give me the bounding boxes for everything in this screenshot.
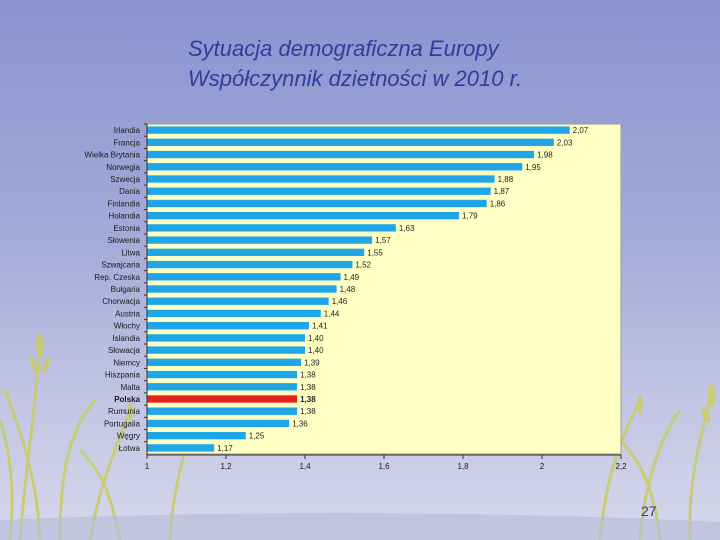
- bar-24: [147, 419, 290, 428]
- bar-17: [147, 334, 305, 342]
- title-line-1: Sytuacja demograficzna Europy: [188, 36, 499, 61]
- category-label-5: Dania: [119, 187, 140, 196]
- category-label-6: Finlandia: [108, 199, 141, 208]
- value-label-8: 1,63: [399, 224, 415, 233]
- value-label-21: 1,38: [300, 383, 316, 392]
- value-label-18: 1,40: [308, 346, 324, 355]
- value-label-2: 1,98: [537, 151, 553, 160]
- value-label-0: 2,07: [573, 126, 589, 135]
- value-label-5: 1,87: [494, 187, 510, 196]
- value-label-12: 1,49: [344, 273, 360, 282]
- bar-11: [147, 260, 353, 269]
- x-tick-label-1: 1,2: [220, 462, 232, 471]
- bars-layer: 2,072,03 1,98 1,95 1,88 1,87 1,86 1,79 1,63 1,57…: [147, 126, 589, 453]
- value-label-23: 1,38: [300, 407, 316, 416]
- x-tick-label-2: 1,4: [299, 462, 311, 471]
- bar-5: [147, 187, 491, 195]
- category-label-20: Hiszpania: [105, 371, 141, 380]
- value-label-14: 1,46: [332, 297, 348, 306]
- category-label-22: Polska: [114, 395, 140, 404]
- value-label-10: 1,55: [367, 248, 383, 257]
- category-label-2: Wielka Brytania: [84, 151, 140, 160]
- category-label-4: Szwecja: [110, 175, 140, 184]
- category-label-7: Holandia: [108, 212, 140, 221]
- value-label-4: 1,88: [498, 175, 514, 184]
- bar-4: [147, 175, 495, 183]
- category-label-15: Austria: [115, 309, 140, 318]
- bar-23: [147, 407, 298, 415]
- category-label-0: Irlandia: [114, 126, 141, 135]
- bar-21: [147, 383, 298, 391]
- category-label-17: Islandia: [112, 334, 140, 343]
- value-label-19: 1,39: [304, 358, 320, 367]
- title-line-2: Współczynnik dzietności w 2010 r.: [188, 66, 523, 91]
- value-label-11: 1,52: [355, 261, 371, 270]
- x-tick-label-6: 2,2: [615, 462, 627, 471]
- bar-6: [147, 199, 487, 208]
- category-label-13: Bułgaria: [111, 285, 141, 294]
- category-label-3: Norwegia: [106, 163, 140, 172]
- bar-12: [147, 273, 341, 281]
- bar-22: [147, 395, 298, 403]
- value-label-3: 1,95: [525, 163, 541, 172]
- category-label-16: Włochy: [114, 322, 140, 331]
- bar-8: [147, 224, 396, 232]
- category-label-21: Malta: [120, 383, 140, 392]
- x-tick-label-0: 1: [145, 462, 150, 471]
- value-label-9: 1,57: [375, 236, 391, 245]
- value-label-24: 1,36: [292, 419, 308, 428]
- category-label-9: Słowenia: [108, 236, 141, 245]
- category-label-12: Rep. Czeska: [94, 273, 140, 282]
- bar-15: [147, 309, 321, 318]
- x-tick-label-5: 2: [540, 462, 545, 471]
- category-label-19: Niemcy: [113, 358, 140, 367]
- bar-0: [147, 126, 570, 134]
- value-label-20: 1,38: [300, 371, 316, 380]
- value-label-13: 1,48: [340, 285, 356, 294]
- value-label-25: 1,25: [249, 432, 265, 441]
- bar-9: [147, 236, 373, 244]
- x-tick-label-4: 1,8: [457, 462, 469, 471]
- bar-2: [147, 150, 535, 159]
- bar-3: [147, 163, 523, 171]
- bar-26: [147, 444, 215, 452]
- bar-14: [147, 297, 329, 305]
- value-label-26: 1,17: [217, 444, 233, 453]
- bar-18: [147, 346, 305, 354]
- category-label-23: Rumunia: [108, 407, 141, 416]
- bar-16: [147, 322, 309, 330]
- value-label-17: 1,40: [308, 334, 324, 343]
- category-label-1: Francja: [113, 138, 140, 147]
- value-label-16: 1,41: [312, 322, 328, 331]
- bar-25: [147, 432, 246, 440]
- value-label-15: 1,44: [324, 309, 340, 318]
- value-label-7: 1,79: [462, 212, 478, 221]
- slide-number: 27: [641, 503, 657, 519]
- category-label-24: Portugalia: [104, 419, 141, 428]
- value-label-1: 2,03: [557, 138, 573, 147]
- category-label-26: Łotwa: [119, 444, 141, 453]
- bar-19: [147, 358, 302, 366]
- value-label-22: 1,38: [300, 395, 316, 404]
- category-label-10: Litwa: [121, 248, 140, 257]
- category-label-25: Węgry: [117, 432, 140, 441]
- slide-title: Sytuacja demograficzna Europy Współczynn…: [188, 34, 522, 94]
- category-label-11: Szwajcaria: [101, 261, 140, 270]
- x-tick-label-3: 1,6: [378, 462, 390, 471]
- category-label-14: Chorwacja: [102, 297, 140, 306]
- bar-1: [147, 138, 554, 146]
- bar-20: [147, 370, 298, 379]
- category-label-8: Estonia: [113, 224, 140, 233]
- category-label-18: Słowacja: [108, 346, 141, 355]
- value-label-6: 1,86: [490, 199, 506, 208]
- axis-layer: Irlandia Francja Wielka Brytania Norwegia Sz…: [84, 123, 627, 471]
- bar-10: [147, 248, 365, 256]
- bar-13: [147, 285, 337, 293]
- bar-7: [147, 212, 460, 220]
